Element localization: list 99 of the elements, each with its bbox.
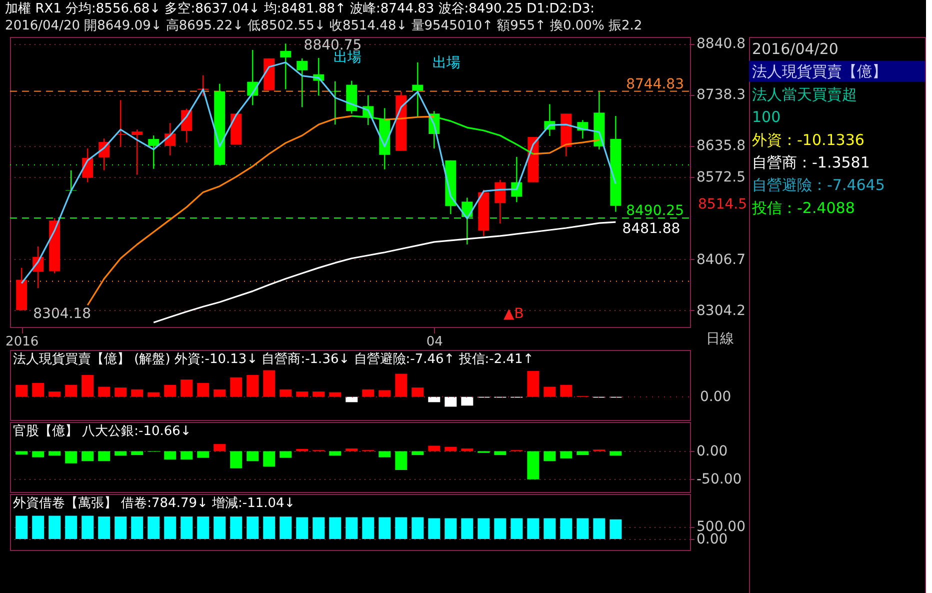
- bar: [560, 384, 572, 397]
- bar: [164, 451, 176, 460]
- chart-subtitle: 2016/04/20 開8649.09↓ 高8695.22↓ 低8502.55↓ 收8514.48↓ 量9545010↑ 額955↑ 換0.00% 振2.2: [5, 18, 642, 34]
- bar: [197, 383, 210, 397]
- text: 法人當天買賣超: [752, 85, 857, 104]
- bar: [329, 392, 342, 397]
- bar: [610, 451, 622, 456]
- candlestick: [132, 128, 143, 176]
- candlestick: [412, 62, 424, 118]
- bar: [48, 451, 61, 456]
- bar: [378, 451, 391, 458]
- y-tick-label: 8738.3: [696, 87, 746, 104]
- bar: [214, 444, 226, 452]
- bar: [444, 446, 457, 452]
- text: 法人現貨買賣【億】: [752, 62, 887, 81]
- bar: [131, 451, 144, 456]
- y-tick-label: 8572.5: [696, 170, 746, 186]
- bar: [32, 383, 44, 397]
- ref-line-label: 8744.83: [626, 76, 684, 92]
- bar: [98, 451, 110, 462]
- bar: [280, 389, 292, 397]
- y-tick-label: 0.00: [696, 532, 728, 548]
- bar: [576, 451, 589, 456]
- bar: [263, 370, 276, 397]
- bar: [82, 375, 94, 397]
- bar: [82, 451, 94, 462]
- bar: [246, 451, 259, 462]
- bar: [131, 389, 144, 397]
- x-tick-label: 04: [426, 334, 443, 350]
- y-tick-label: 8406.7: [696, 252, 746, 268]
- annotation: ▲B: [503, 306, 524, 322]
- bar: [560, 451, 572, 458]
- bar: [444, 396, 457, 407]
- bar: [312, 392, 325, 397]
- bar: [164, 384, 176, 397]
- x-tick-label: 2016: [6, 334, 39, 350]
- bar: [65, 384, 78, 397]
- bar: [48, 392, 61, 397]
- bar: [412, 451, 424, 456]
- bar: [494, 451, 506, 456]
- bar: [16, 451, 28, 455]
- chart-title: 法人現貨買賣【億】 (解盤) 外資:-10.13↓ 自營商:-1.36↓ 自營避險:-7.46↑ 投信:-2.41↑: [13, 352, 534, 367]
- text: 日線: [706, 331, 734, 347]
- chart-title: 官股【億】 八大公銀:-10.66↓: [13, 423, 192, 439]
- bar: [461, 396, 474, 406]
- bar: [428, 446, 440, 452]
- bar: [395, 374, 408, 397]
- bar: [527, 371, 540, 397]
- text: 自營避險：-7.4645: [752, 176, 885, 194]
- bar: [114, 388, 127, 397]
- bar: [346, 448, 358, 452]
- bar: [98, 386, 110, 397]
- bar: [180, 380, 193, 397]
- y-tick-label: 0.00: [696, 444, 728, 460]
- annotation: 出場: [432, 55, 461, 72]
- text: 2016/04/20: [752, 40, 838, 58]
- bar: [65, 451, 78, 464]
- bar: [329, 451, 342, 456]
- bar: [544, 386, 556, 397]
- bar: [148, 392, 160, 397]
- annotation: 8481.88: [622, 221, 680, 238]
- chart-title: 外資借卷【萬張】 借卷:784.79↓ 增減:-11.04↓: [13, 496, 296, 511]
- annotation: 8304.18: [33, 306, 92, 322]
- y-tick-label: 8635.8: [696, 138, 746, 154]
- y-tick-label: 8304.2: [696, 302, 746, 319]
- bar: [263, 451, 276, 467]
- candlestick: [296, 58, 308, 108]
- text: 外資：-10.1336: [752, 130, 864, 149]
- bar: [197, 451, 210, 458]
- bar: [214, 389, 226, 397]
- bar: [362, 389, 374, 397]
- text: 100: [752, 108, 781, 126]
- text: 自營商：-1.3581: [752, 154, 870, 172]
- chart-title: 加權 RX1 分均:8556.68↓ 多空:8637.04↓ 均:8481.88↑ 波峰:8744.83 波谷:8490.25 D1:D2:D3:: [5, 2, 595, 17]
- candlestick: [494, 179, 506, 224]
- bar: [527, 451, 540, 480]
- text: 8514.5: [698, 196, 747, 212]
- bar: [346, 396, 358, 402]
- text: 投信：-2.4088: [751, 198, 855, 217]
- bar: [296, 392, 308, 397]
- bar: [544, 451, 556, 462]
- ref-line-label: 8490.25: [626, 202, 684, 219]
- bar: [461, 448, 474, 452]
- bar: [428, 396, 440, 402]
- bar: [180, 451, 193, 460]
- bar: [378, 390, 391, 397]
- bar: [230, 377, 242, 397]
- bar: [280, 451, 292, 458]
- bar: [246, 375, 259, 397]
- bar: [412, 388, 424, 397]
- bar: [16, 384, 28, 397]
- y-tick-label: 8840.8: [696, 36, 746, 52]
- line-series: [152, 221, 616, 324]
- bar: [395, 451, 408, 470]
- y-tick-label: -50.00: [696, 471, 742, 488]
- candlestick: [280, 42, 292, 90]
- bar: [114, 451, 127, 456]
- bar: [32, 451, 44, 458]
- bar: [230, 451, 242, 468]
